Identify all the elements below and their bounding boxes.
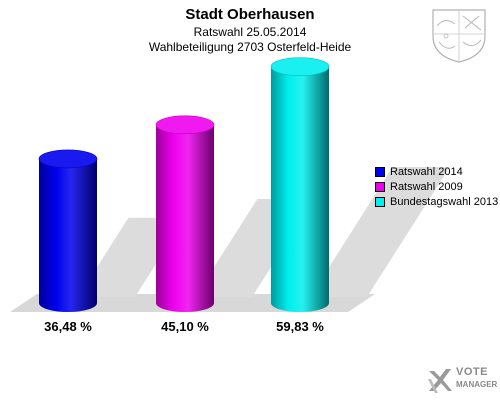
coat-of-arms-icon	[432, 9, 486, 63]
bar	[155, 115, 215, 312]
bar	[270, 57, 330, 312]
legend-item: Ratswahl 2009	[375, 179, 498, 194]
legend-item: Ratswahl 2014	[375, 164, 498, 179]
brand-name-line2: MANAGER	[456, 380, 498, 389]
bar	[38, 149, 98, 312]
legend-label: Ratswahl 2009	[390, 180, 463, 193]
bar-shadow	[310, 167, 450, 297]
bar-value-label: 45,10 %	[161, 319, 209, 334]
legend-swatch	[375, 166, 385, 177]
chart-subtitle-district: Wahlbeteiligung 2703 Osterfeld-Heide	[148, 40, 352, 54]
bar-value-label: 36,48 %	[44, 319, 92, 334]
chart-title: Stadt Oberhausen	[185, 6, 315, 23]
bars	[38, 57, 330, 312]
value-labels: 36,48 % 45,10 % 59,83 %	[44, 319, 324, 334]
vote-manager-logo-icon	[428, 369, 452, 393]
legend-swatch	[375, 196, 385, 207]
legend-item: Bundestagswahl 2013	[375, 194, 498, 209]
vote-manager-brand: VOTE MANAGER	[426, 364, 498, 396]
legend-label: Bundestagswahl 2013	[390, 195, 499, 208]
legend-label: Ratswahl 2014	[390, 165, 463, 178]
chart-legend: Ratswahl 2014 Ratswahl 2009 Bundestagswa…	[375, 164, 498, 209]
chart-subtitle-election: Ratswahl 25.05.2014	[193, 25, 307, 39]
brand-name-line1: VOTE	[456, 366, 488, 378]
legend-swatch	[375, 181, 385, 192]
bar-value-label: 59,83 %	[276, 319, 324, 334]
